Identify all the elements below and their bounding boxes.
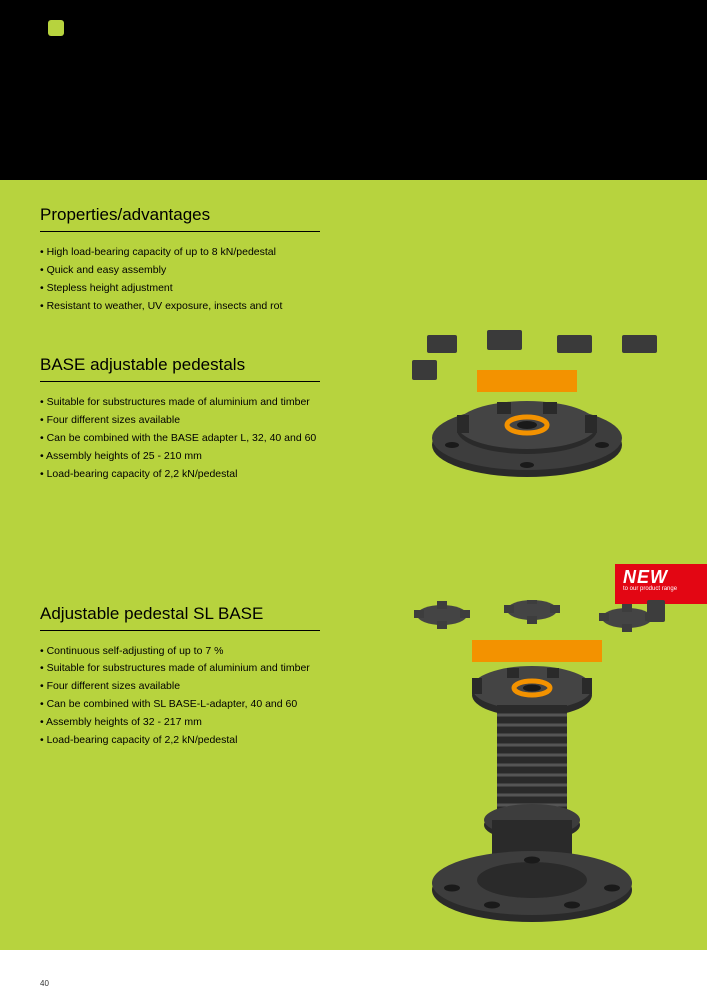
- section-title-base: BASE adjustable pedestals: [40, 355, 320, 382]
- properties-list: High load-bearing capacity of up to 8 kN…: [40, 244, 667, 315]
- product-image-slbase: [397, 600, 677, 940]
- list-item: Resistant to weather, UV exposure, insec…: [40, 298, 667, 316]
- main-content: Properties/advantages High load-bearing …: [0, 180, 707, 950]
- product-image-base: [397, 330, 677, 510]
- new-badge: NEW to our product range: [615, 564, 707, 604]
- pedestal-base-icon: [397, 330, 677, 510]
- section-title-properties: Properties/advantages: [40, 205, 320, 232]
- new-badge-subtext: to our product range: [623, 586, 707, 593]
- section-properties: Properties/advantages High load-bearing …: [40, 205, 667, 315]
- section-title-slbase: Adjustable pedestal SL BASE: [40, 604, 320, 631]
- list-item: Quick and easy assembly: [40, 262, 667, 280]
- page-number: 40: [40, 979, 49, 988]
- header-black-band: [0, 0, 707, 180]
- accent-square: [48, 20, 64, 36]
- new-badge-text: NEW: [623, 568, 707, 586]
- pedestal-slbase-icon: [397, 600, 677, 940]
- list-item: High load-bearing capacity of up to 8 kN…: [40, 244, 667, 262]
- list-item: Stepless height adjustment: [40, 280, 667, 298]
